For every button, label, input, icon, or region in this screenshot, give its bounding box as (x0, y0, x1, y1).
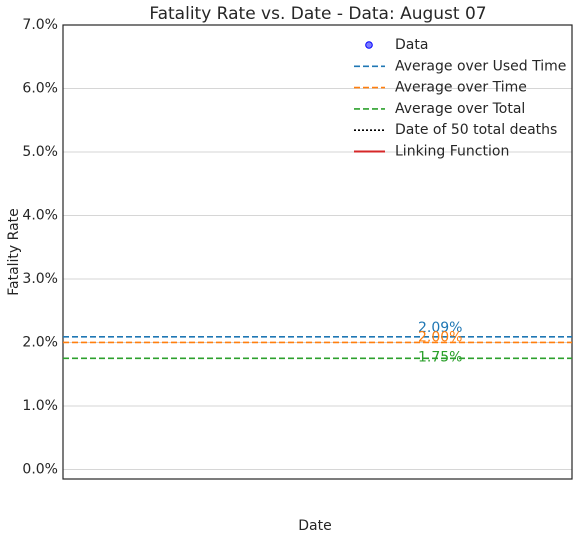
legend-label: Linking Function (395, 144, 509, 160)
x-axis-label: Date (298, 518, 331, 534)
plot-frame (62, 24, 573, 480)
y-tick-label: 5.0% (22, 144, 58, 160)
y-tick-label: 2.0% (22, 334, 58, 350)
legend-label: Data (395, 37, 428, 53)
y-tick-label: 1.0% (22, 398, 58, 414)
y-axis-label: Fatality Rate (6, 208, 22, 296)
y-tick-label: 4.0% (22, 207, 58, 223)
legend-marker (365, 41, 373, 49)
y-tick-label: 7.0% (22, 17, 58, 33)
y-tick-label: 3.0% (22, 271, 58, 287)
y-tick-label: 6.0% (22, 80, 58, 96)
chart-title: Fatality Rate vs. Date - Data: August 07 (149, 4, 486, 24)
legend-label: Date of 50 total deaths (395, 122, 557, 138)
reference-label: 1.75% (418, 349, 462, 365)
legend-label: Average over Time (395, 80, 527, 96)
reference-label: 2.09% (418, 320, 462, 336)
y-tick-label: 0.0% (22, 461, 58, 477)
legend-label: Average over Total (395, 101, 525, 117)
reference-label: 2.00% (418, 329, 462, 345)
legend-label: Average over Used Time (395, 58, 566, 74)
